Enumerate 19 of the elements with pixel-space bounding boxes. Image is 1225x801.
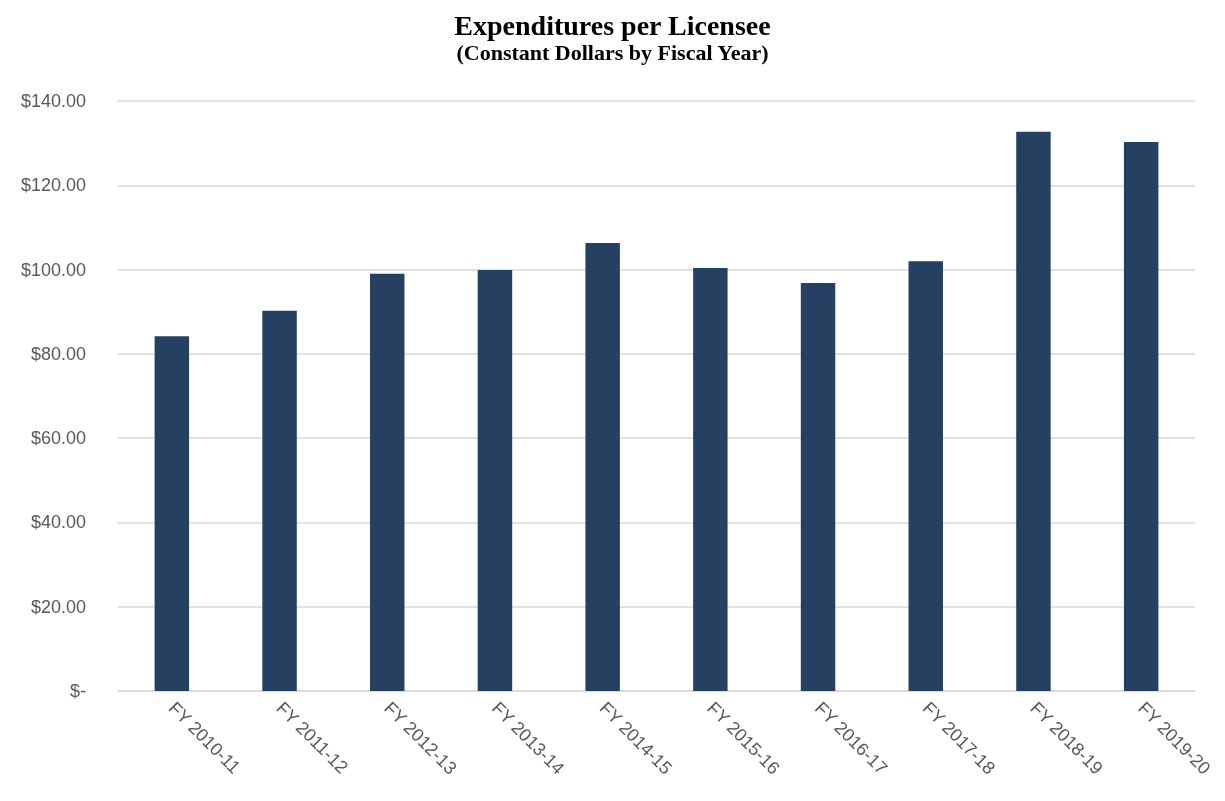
y-tick-label: $140.00 xyxy=(20,91,86,111)
bar xyxy=(370,273,405,691)
bar xyxy=(477,269,513,691)
y-tick-label: $100.00 xyxy=(20,259,86,280)
y-tick-label: $120.00 xyxy=(20,175,86,196)
bar xyxy=(1123,141,1159,691)
y-tick-label: $- xyxy=(69,681,86,701)
y-tick-label: $60.00 xyxy=(30,428,86,449)
bar xyxy=(262,310,297,691)
y-tick-label: $20.00 xyxy=(30,596,86,617)
chart-title: Expenditures per Licensee xyxy=(454,9,771,41)
bar xyxy=(693,267,728,691)
y-tick-label: $40.00 xyxy=(30,512,86,533)
bar xyxy=(908,261,943,691)
bar xyxy=(154,336,190,691)
bar xyxy=(800,283,836,691)
y-tick-label: $80.00 xyxy=(30,343,86,364)
bar xyxy=(585,243,620,691)
bar xyxy=(1016,131,1051,691)
